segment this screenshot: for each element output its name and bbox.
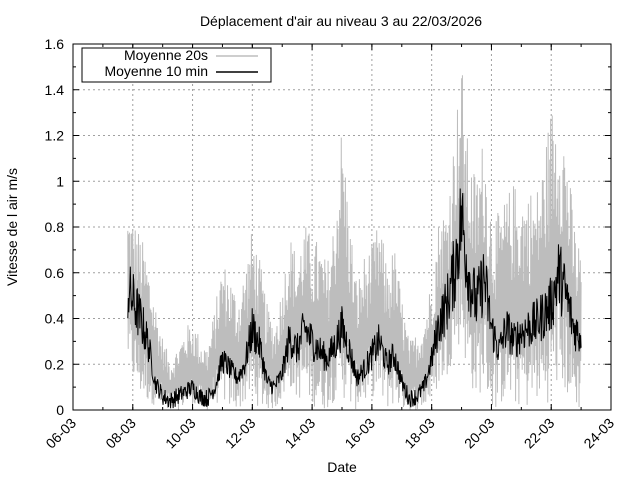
y-tick-label: 0.8 [45,219,65,235]
series-line-moyenne-10-min [127,188,582,409]
x-tick-label: 14-03 [282,415,319,452]
legend-box [81,47,272,83]
y-tick-label: 1.6 [45,36,65,52]
series-line-moyenne-20s [127,75,582,410]
y-tick-label: 0.2 [45,356,65,372]
x-tick-label: 10-03 [162,415,199,452]
x-tick-label: 16-03 [341,415,378,452]
chart-title: Déplacement d'air au niveau 3 au 22/03/2… [200,13,482,29]
x-tick-label: 06-03 [42,415,79,452]
x-tick-label: 22-03 [521,415,558,452]
y-axis-tick-labels: 0 0.2 0.4 0.6 0.8 1 1.2 1.4 1.6 [45,36,65,418]
x-axis-tick-labels: 06-03 08-03 10-03 12-03 14-03 16-03 18-03 20-03… [42,415,617,452]
x-tick-label: 20-03 [461,415,498,452]
x-tick-label: 08-03 [102,415,139,452]
x-tick-label: 18-03 [401,415,438,452]
y-tick-label: 1.4 [45,82,65,98]
x-tick-label: 24-03 [580,415,617,452]
plot-series-area [127,75,582,410]
y-axis-label: Vitesse de l air m/s [4,168,20,286]
axis-ticks [72,43,612,411]
y-tick-label: 1.2 [45,128,65,144]
legend: Moyenne 20s Moyenne 10 min [81,47,272,83]
y-tick-label: 0.6 [45,265,65,281]
y-tick-label: 1 [56,173,64,189]
y-tick-label: 0 [56,402,64,418]
y-tick-label: 0.4 [45,311,65,327]
x-axis-label: Date [327,459,357,475]
x-tick-label: 12-03 [222,415,259,452]
legend-label-moyenne-20s: Moyenne 20s [124,47,208,63]
legend-label-moyenne-10-min: Moyenne 10 min [104,63,208,79]
